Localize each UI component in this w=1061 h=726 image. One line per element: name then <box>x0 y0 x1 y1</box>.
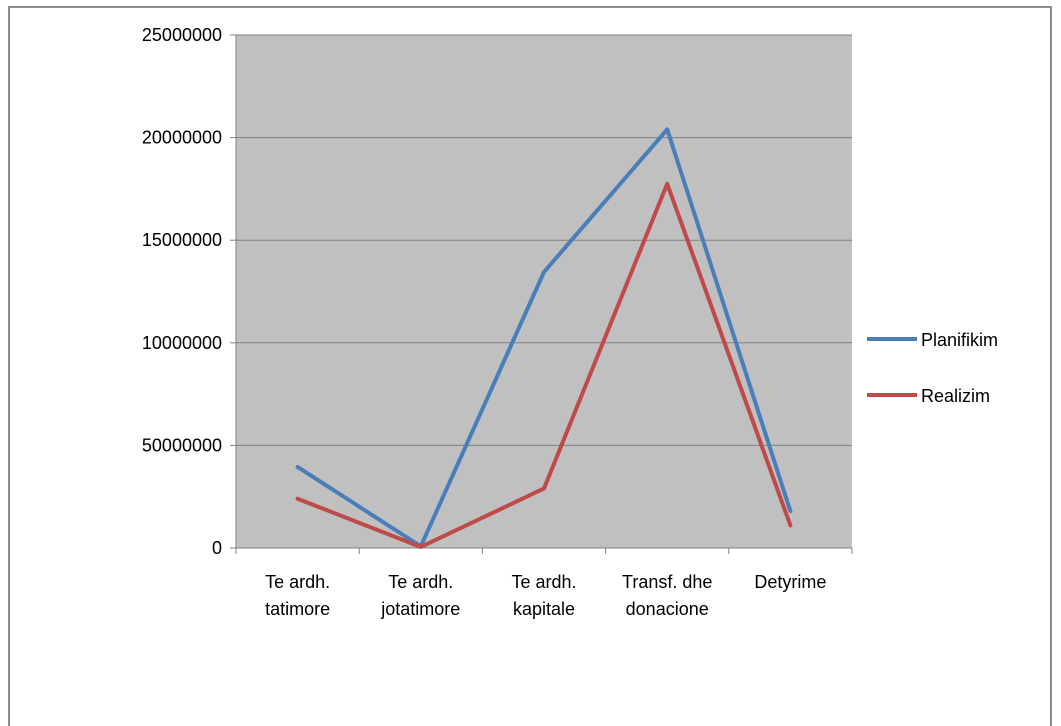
gridlines <box>236 34 852 446</box>
x-tick-label: Te ardh. <box>265 572 330 592</box>
y-tick-label: 50000000 <box>142 435 222 455</box>
x-tick-label: Transf. dhe <box>622 572 712 592</box>
y-tick-label: 10000000 <box>142 333 222 353</box>
y-tick-label: 25000000 <box>142 25 222 45</box>
x-tick-label: donacione <box>626 599 709 619</box>
legend-label: Realizim <box>921 386 990 406</box>
series-lines <box>295 127 793 549</box>
x-tick-label: kapitale <box>513 599 575 619</box>
y-tick-label: 15000000 <box>142 230 222 250</box>
x-tick-label: jotatimore <box>380 599 460 619</box>
x-tick-label: Te ardh. <box>511 572 576 592</box>
x-tick-label: Te ardh. <box>388 572 453 592</box>
series-line-planifikim <box>295 127 793 549</box>
plot-area <box>236 35 852 548</box>
series-line-realizim <box>295 181 793 549</box>
x-tick-label: Detyrime <box>754 572 826 592</box>
axes: 0 50000000 10000000 15000000 20000000 2500000… <box>142 25 853 619</box>
x-tick-label: tatimore <box>265 599 330 619</box>
y-tick-label: 0 <box>212 538 222 558</box>
chart-frame: 0 50000000 10000000 15000000 20000000 2500000… <box>8 6 1052 726</box>
y-tick-label: 20000000 <box>142 128 222 148</box>
line-chart: 0 50000000 10000000 15000000 20000000 2500000… <box>142 25 998 619</box>
legend-label: Planifikim <box>921 330 998 350</box>
legend: Planifikim Realizim <box>867 330 998 406</box>
